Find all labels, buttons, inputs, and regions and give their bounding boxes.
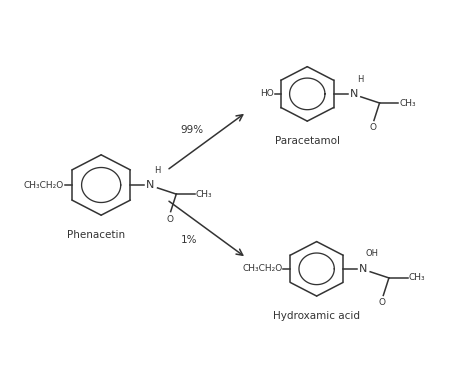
Text: CH₃: CH₃	[196, 189, 212, 199]
Text: CH₃CH₂O: CH₃CH₂O	[24, 181, 64, 189]
Text: N: N	[359, 264, 367, 274]
Text: O: O	[370, 124, 376, 132]
Text: OH: OH	[365, 249, 379, 258]
Text: H: H	[154, 166, 161, 175]
Text: CH₃CH₂O: CH₃CH₂O	[242, 264, 283, 273]
Text: HO: HO	[260, 90, 274, 98]
Text: CH₃: CH₃	[409, 273, 425, 282]
Text: H: H	[357, 75, 364, 84]
Text: CH₃: CH₃	[399, 98, 416, 108]
Text: O: O	[379, 298, 386, 307]
Text: N: N	[146, 180, 155, 190]
Text: N: N	[350, 89, 358, 99]
Text: Hydroxamic acid: Hydroxamic acid	[273, 311, 360, 321]
Text: Paracetamol: Paracetamol	[275, 136, 340, 146]
Text: 99%: 99%	[181, 125, 204, 135]
Text: 1%: 1%	[181, 235, 197, 245]
Text: O: O	[166, 215, 173, 223]
Text: Phenacetin: Phenacetin	[67, 230, 126, 240]
